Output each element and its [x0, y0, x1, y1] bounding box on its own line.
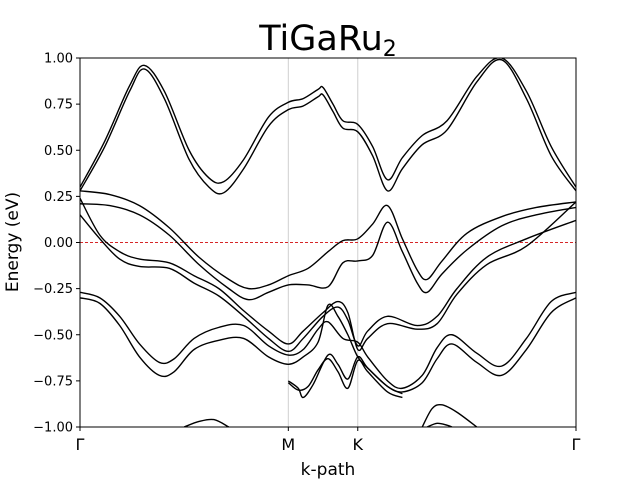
band-line-8 — [80, 297, 576, 393]
band-line-9 — [287, 353, 403, 399]
y-tick-label: −0.75 — [33, 374, 73, 389]
y-tick-label: 0.50 — [44, 144, 73, 159]
chart-title: TiGaRu2 — [258, 19, 397, 62]
y-tick-label: 1.00 — [44, 52, 73, 67]
y-tick-label: −1.00 — [33, 421, 73, 436]
band-line-13 — [426, 422, 453, 427]
title-base: TiGaRu — [258, 19, 383, 59]
band-line-6 — [80, 197, 576, 352]
band-line-4 — [80, 203, 576, 301]
band-line-11 — [183, 418, 230, 427]
band-line-3 — [80, 190, 576, 290]
y-tick-label: 0.75 — [44, 98, 73, 113]
band-line-1 — [80, 58, 576, 188]
x-tick-label-3: Γ — [572, 435, 581, 454]
y-tick-label: 0.25 — [44, 190, 73, 205]
x-tick-label-2: K — [353, 435, 364, 454]
band-lines — [80, 58, 576, 427]
y-tick-label: 0.00 — [44, 236, 73, 251]
x-tick-label-0: Γ — [76, 435, 85, 454]
band-line-2 — [80, 58, 576, 195]
y-tick-label: −0.50 — [33, 328, 73, 343]
y-tick-label: −0.25 — [33, 282, 73, 297]
band-line-12 — [421, 403, 478, 427]
band-line-10 — [287, 358, 403, 399]
x-tick-label-1: M — [281, 435, 295, 454]
title-subscript: 2 — [383, 37, 397, 62]
band-line-7 — [80, 291, 576, 390]
band-line-5 — [80, 214, 576, 353]
y-axis-label: Energy (eV) — [3, 192, 23, 292]
y-axis-ticks: −1.00 −0.75 −0.50 −0.25 0.00 0.25 0.50 0.75 1.00 — [33, 52, 80, 436]
x-axis-label: k-path — [301, 460, 356, 480]
